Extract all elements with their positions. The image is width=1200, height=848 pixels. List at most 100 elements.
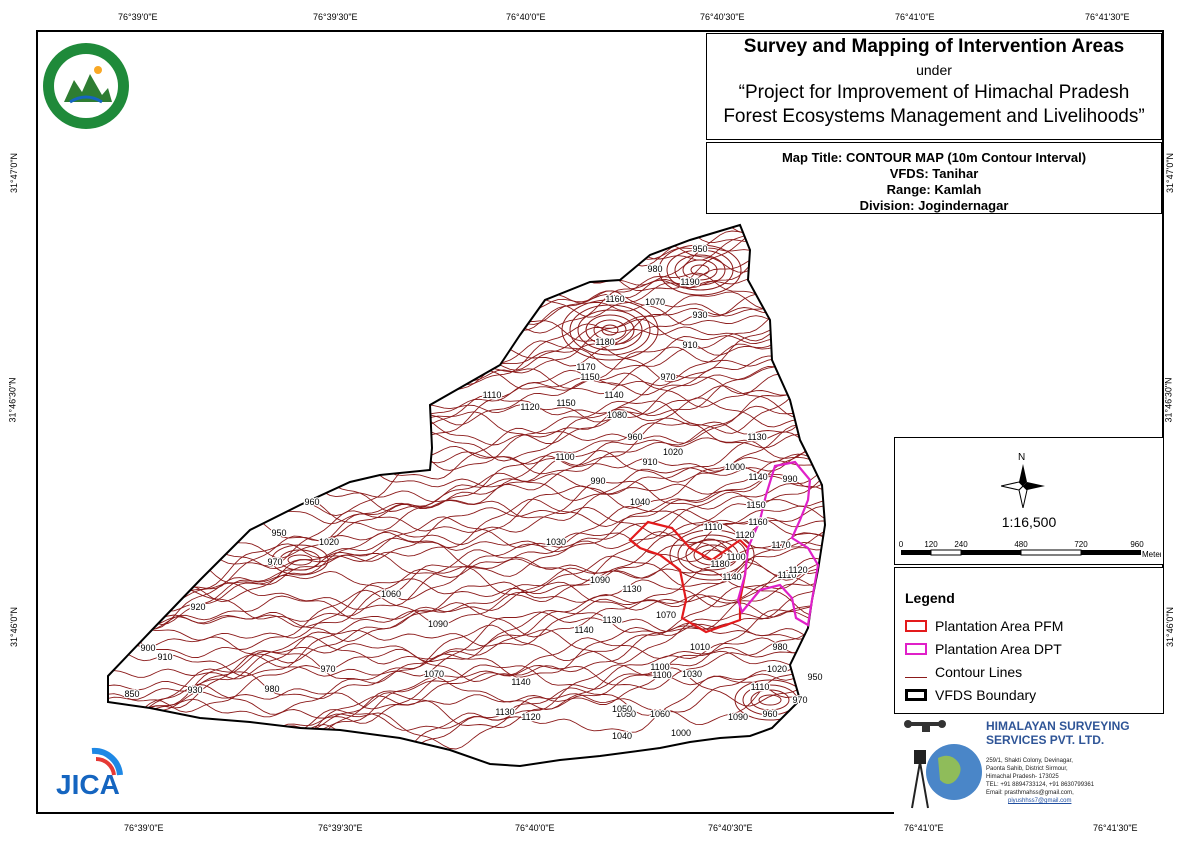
contour-value-label: 1180	[595, 337, 614, 347]
project-title-line2: Forest Ecosystems Management and Livelih…	[723, 106, 1145, 127]
north-label: N	[1018, 452, 1026, 463]
contour-value-label: 1110	[751, 682, 770, 692]
contour-ring	[569, 304, 651, 356]
contour-value-label: 1000	[725, 462, 745, 472]
company-name-line1: HIMALAYAN SURVEYING	[986, 719, 1130, 733]
range-text: Range: Kamlah	[886, 182, 982, 197]
contour-value-label: 1020	[767, 664, 787, 674]
contour-ring	[750, 689, 790, 711]
scale-tick-240: 240	[954, 540, 968, 549]
contour-value-label: 910	[682, 340, 697, 350]
contour-ring	[287, 554, 313, 566]
contour-value-label: 1140	[574, 625, 593, 635]
scale-bar: 0 120 240 480 720 960 Meters	[899, 540, 1161, 559]
contour-value-label: 1130	[602, 615, 621, 625]
title-panel: Survey and Mapping of Intervention Areas…	[706, 33, 1162, 140]
contour-value-label: 950	[692, 244, 707, 254]
contour-value-label: 1090	[728, 712, 748, 722]
contour-value-label: 1160	[605, 294, 624, 304]
contour-ring	[758, 694, 782, 706]
contour-value-label: 1120	[735, 530, 754, 540]
contour-value-label: 1040	[612, 731, 632, 741]
contour-value-label: 1140	[722, 572, 741, 582]
contour-value-label: 1060	[650, 709, 670, 719]
contour-value-label: 1140	[511, 677, 530, 687]
contour-value-label: 1120	[788, 565, 807, 575]
contour-value-label: 910	[157, 652, 172, 662]
graticule-top-1: 76°39'0"E	[118, 12, 158, 22]
contour-value-label: 1110	[778, 570, 797, 580]
contour-value-label: 1060	[381, 589, 401, 599]
vfds-text: VFDS: Tanihar	[889, 166, 979, 181]
company-addr2: Paonta Sahib, District Sirmour,	[986, 766, 1068, 772]
scale-ratio: 1:16,500	[1001, 514, 1057, 530]
map-frame	[36, 30, 1164, 814]
company-panel: HIMALAYAN SURVEYING SERVICES PVT. LTD. 2…	[894, 714, 1164, 814]
contour-ring	[271, 544, 329, 576]
contour-label-layer: 9509801070116011909309109701170118011501…	[123, 243, 824, 743]
contour-value-label: 1150	[746, 500, 765, 510]
company-addr3: Himachal Pradesh- 173025	[986, 774, 1059, 780]
contour-value-label: 920	[190, 602, 205, 612]
graticule-bottom-2: 76°39'30"E	[318, 823, 363, 833]
legend-item-dpt: Plantation Area DPT	[905, 641, 1062, 657]
map-main-title: Survey and Mapping of Intervention Areas	[743, 36, 1125, 57]
contour-value-label: 850	[124, 689, 139, 699]
north-arrow-icon	[1001, 464, 1045, 508]
contour-value-label: 1000	[671, 728, 691, 738]
contour-value-label: 960	[762, 709, 777, 719]
contour-value-label: 1110	[704, 522, 723, 532]
contour-value-label: 980	[264, 684, 279, 694]
company-addr1: 259/1, Shakti Colony, Devinagar,	[986, 758, 1073, 764]
legend-label-pfm: Plantation Area PFM	[935, 618, 1064, 634]
contour-value-label: 950	[807, 672, 822, 682]
contour-line	[108, 385, 825, 470]
contour-value-label: 1020	[663, 447, 683, 457]
contour-line	[108, 518, 825, 645]
contour-ring	[669, 529, 755, 581]
contour-line	[108, 249, 825, 393]
legend-label-contour: Contour Lines	[935, 664, 1023, 680]
legend-swatch-pfm	[905, 620, 927, 632]
contour-value-label: 1130	[747, 432, 766, 442]
contour-value-label: 1010	[690, 642, 710, 652]
contour-value-label: 1190	[680, 277, 699, 287]
legend-swatch-contour	[905, 677, 927, 678]
contour-value-label: 980	[772, 642, 787, 652]
contour-ring	[585, 314, 635, 346]
contour-value-label: 1100	[555, 452, 574, 462]
contour-value-label: 1080	[607, 410, 627, 420]
contour-line	[108, 460, 825, 604]
contour-line	[108, 564, 825, 655]
scale-panel: N 1:16,500 0 120 240 480 720 960 Meters	[894, 437, 1164, 565]
contour-line	[108, 437, 825, 591]
contour-value-label: 1050	[612, 704, 632, 714]
contour-ring	[279, 549, 321, 571]
company-email2[interactable]: piyushhss7@gmail.com	[1008, 798, 1072, 804]
legend-title: Legend	[905, 590, 955, 606]
contour-line	[108, 417, 825, 565]
map-title-text: Map Title: CONTOUR MAP (10m Contour Inte…	[781, 150, 1087, 165]
contour-value-label: 1100	[650, 662, 669, 672]
division-text: Division: Jogindernagar	[859, 198, 1009, 213]
contour-line	[108, 225, 825, 390]
contour-value-label: 970	[660, 372, 675, 382]
contour-value-label: 1040	[630, 497, 650, 507]
contour-ring	[682, 259, 718, 281]
contour-line	[108, 272, 825, 397]
plantation-area-pfm	[628, 520, 750, 634]
company-name: HIMALAYAN SURVEYING SERVICES PVT. LTD.	[986, 719, 1130, 747]
contour-ring	[561, 299, 659, 361]
contour-value-label: 1160	[748, 517, 767, 527]
legend-item-contour: Contour Lines	[905, 664, 1022, 680]
legend-item-boundary: VFDS Boundary	[905, 687, 1036, 703]
contour-value-label: 960	[627, 432, 642, 442]
scale-unit: Meters	[1142, 550, 1161, 559]
contour-value-label: 1180	[710, 559, 729, 569]
graticule-top-2: 76°39'30"E	[313, 12, 358, 22]
contour-line	[108, 422, 825, 568]
scale-tick-960: 960	[1130, 540, 1144, 549]
contour-line	[108, 611, 825, 703]
contour-line	[108, 437, 825, 530]
contour-value-label: 1030	[682, 669, 702, 679]
